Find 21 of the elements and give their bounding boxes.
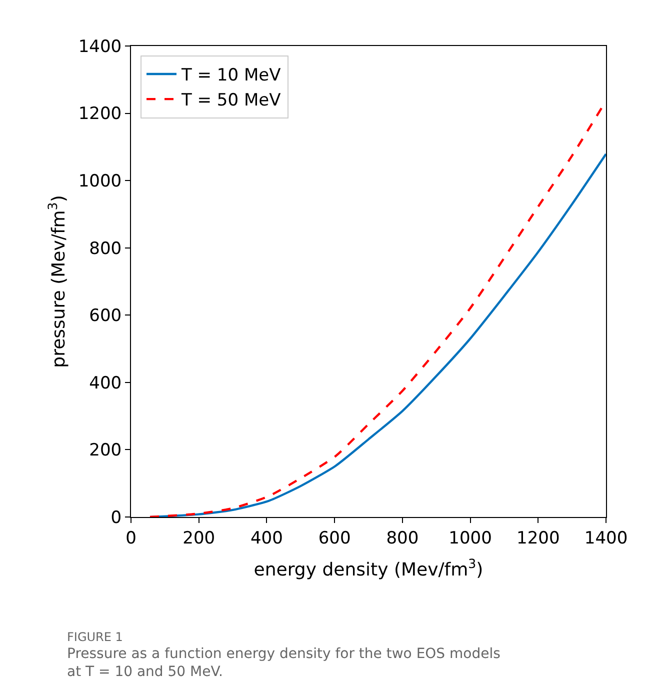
y-tick-label: 200 [89, 440, 122, 461]
text: Pressure as a function energy density for the two EOS models at T = 10 and 50 MeV. [67, 646, 505, 680]
y-tick-label: 0 [110, 508, 122, 528]
y-tick-label: 1200 [78, 104, 122, 124]
legend-label: T = 50 MeV [180, 90, 282, 111]
x-tick-label: 800 [386, 528, 419, 548]
y-tick-label: 600 [89, 306, 122, 326]
x-tick-label: 200 [182, 528, 216, 548]
legend-label: T = 10 MeV [180, 66, 282, 86]
y-tick-label: 800 [89, 238, 122, 259]
x-tick-label: 400 [250, 528, 283, 548]
x-tick-label: 1000 [448, 528, 492, 548]
x-axis-title: energy density (Mev/fm$^{3}$) [254, 556, 484, 580]
caption: FIGURE 1 [67, 630, 123, 644]
y-tick-label: 400 [89, 373, 122, 394]
x-tick-label: 1400 [584, 528, 628, 548]
x-tick-label: 600 [318, 528, 351, 548]
y-tick-label: 1400 [78, 36, 122, 57]
y-tick-label: 1000 [78, 172, 122, 192]
x-tick-label: 0 [126, 528, 136, 548]
x-tick-label: 1200 [516, 528, 560, 548]
